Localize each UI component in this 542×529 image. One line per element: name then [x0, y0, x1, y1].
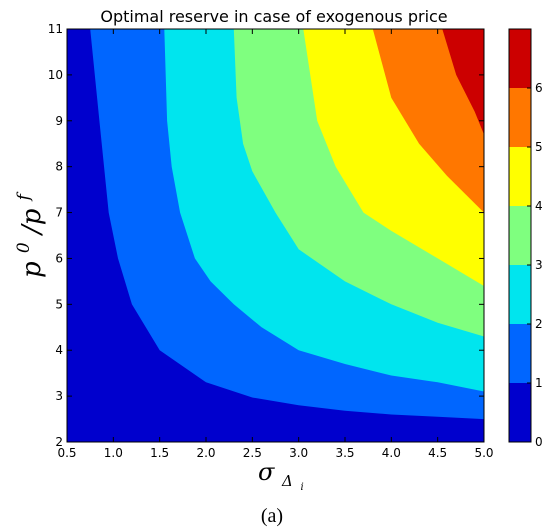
x-tick-label: 0.5	[57, 446, 76, 460]
colorbar-segment-4	[509, 147, 531, 206]
x-axis-label-subsub: i	[301, 482, 304, 493]
x-tick-label: 3.0	[289, 446, 308, 460]
x-tick-label: 3.5	[335, 446, 354, 460]
chart-title: Optimal reserve in case of exogenous pri…	[100, 7, 447, 26]
y-axis-ticks: 2 3 4 5 6 7 8 9 10 11	[48, 22, 484, 449]
figure-caption: (a)	[261, 505, 283, 527]
y-tick-label: 7	[55, 206, 63, 220]
colorbar-tick-label: 0	[535, 435, 542, 449]
colorbar-segment-1	[509, 324, 531, 383]
colorbar-ticks: 0 1 2 3 4 5 6	[527, 81, 542, 449]
y-axis-label-supf: f	[14, 191, 34, 202]
colorbar-tick-label: 2	[535, 317, 542, 331]
y-tick-label: 3	[55, 389, 63, 403]
x-tick-label: 4.5	[428, 446, 447, 460]
y-tick-label: 4	[55, 343, 63, 357]
x-axis-label-main: σ	[258, 458, 275, 486]
x-tick-label: 1.5	[150, 446, 169, 460]
colorbar	[508, 28, 532, 443]
colorbar-segment-6	[509, 29, 531, 88]
x-tick-label: 2.0	[196, 446, 215, 460]
x-tick-label: 4.0	[382, 446, 401, 460]
y-tick-label: 6	[55, 251, 63, 265]
y-tick-label: 9	[55, 114, 63, 128]
colorbar-segment-0	[509, 383, 531, 442]
y-axis-label-sup0: 0	[14, 242, 34, 253]
y-axis-label: p 0 /p f	[6, 191, 47, 278]
colorbar-tick-label: 1	[535, 376, 542, 390]
y-axis-label-slash: /p	[17, 208, 47, 237]
y-tick-label: 5	[55, 297, 63, 311]
x-axis-ticks: 0.5 1.0 1.5 2.0 2.5 3.0 3.5 4.0 4.5 5.0	[57, 29, 494, 460]
colorbar-tick-label: 6	[535, 81, 542, 95]
contour-regions	[90, 29, 485, 420]
y-axis-label-p: p	[17, 261, 47, 278]
x-tick-label: 5.0	[474, 446, 493, 460]
colorbar-tick-label: 3	[535, 258, 542, 272]
colorbar-segment-2	[509, 265, 531, 324]
colorbar-tick-label: 5	[535, 140, 542, 154]
y-tick-label: 2	[55, 435, 63, 449]
contour-region-level-6	[442, 29, 484, 135]
x-axis-label-sub: Δ	[281, 472, 293, 490]
plot-frame	[66, 28, 485, 443]
colorbar-segment-3	[509, 206, 531, 265]
plot-area	[66, 28, 485, 443]
x-tick-label: 2.5	[243, 446, 262, 460]
y-tick-label: 11	[48, 22, 63, 36]
x-tick-label: 1.0	[104, 446, 123, 460]
y-tick-label: 10	[48, 68, 63, 82]
colorbar-tick-label: 4	[535, 199, 542, 213]
x-axis-label: σ Δ i	[258, 458, 304, 493]
colorbar-frame	[508, 28, 532, 443]
y-tick-label: 8	[55, 160, 63, 174]
colorbar-segment-5	[509, 88, 531, 147]
